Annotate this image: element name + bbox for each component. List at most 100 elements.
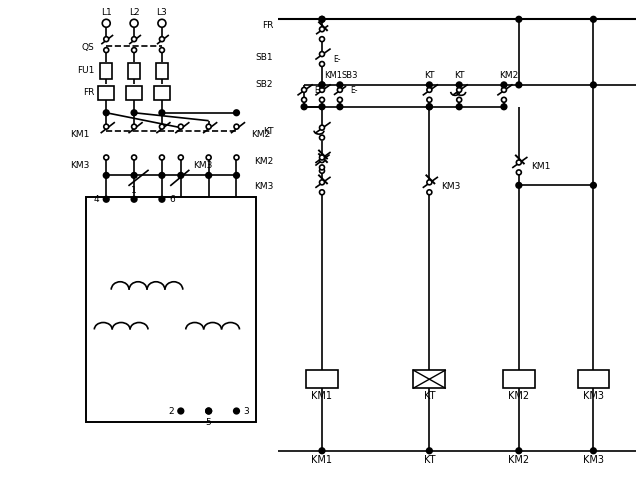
- Circle shape: [234, 155, 239, 160]
- Circle shape: [234, 408, 239, 414]
- Circle shape: [206, 173, 211, 178]
- Circle shape: [178, 408, 184, 414]
- Text: 6: 6: [169, 195, 175, 204]
- Circle shape: [319, 61, 324, 67]
- Bar: [306, 370, 338, 388]
- Bar: [577, 370, 609, 388]
- Circle shape: [178, 173, 184, 178]
- Circle shape: [319, 157, 324, 163]
- Circle shape: [102, 19, 110, 27]
- Circle shape: [591, 82, 596, 88]
- Circle shape: [516, 16, 522, 22]
- Bar: [128, 63, 140, 79]
- Circle shape: [104, 48, 109, 53]
- Text: KM2: KM2: [252, 130, 271, 139]
- Text: KM3: KM3: [583, 391, 604, 401]
- Circle shape: [427, 104, 432, 109]
- Circle shape: [337, 104, 342, 109]
- Circle shape: [337, 97, 342, 102]
- Circle shape: [319, 97, 324, 102]
- Text: FU1: FU1: [77, 67, 94, 75]
- Circle shape: [234, 124, 239, 129]
- Text: L3: L3: [157, 8, 167, 17]
- Circle shape: [319, 168, 324, 173]
- Circle shape: [319, 155, 324, 160]
- Text: KT: KT: [424, 391, 435, 401]
- Circle shape: [104, 196, 109, 202]
- Circle shape: [319, 27, 324, 32]
- Text: KM3: KM3: [193, 161, 212, 170]
- Circle shape: [158, 19, 166, 27]
- Text: E-: E-: [333, 55, 340, 63]
- Text: FR: FR: [83, 88, 94, 97]
- Circle shape: [457, 87, 461, 92]
- Circle shape: [131, 110, 137, 116]
- Circle shape: [337, 82, 342, 88]
- Text: E-: E-: [314, 86, 321, 96]
- Text: KM2: KM2: [254, 157, 273, 166]
- Circle shape: [319, 104, 324, 109]
- Bar: [99, 86, 114, 100]
- Text: L1: L1: [101, 8, 111, 17]
- Text: KT: KT: [424, 455, 435, 465]
- Text: KM1: KM1: [312, 391, 333, 401]
- Circle shape: [104, 124, 109, 129]
- Text: KM1: KM1: [324, 72, 342, 81]
- Text: KT: KT: [454, 72, 465, 81]
- Circle shape: [502, 87, 506, 92]
- Circle shape: [104, 36, 109, 42]
- Circle shape: [456, 104, 462, 109]
- Text: 1: 1: [131, 186, 137, 195]
- Bar: [86, 197, 257, 422]
- Bar: [503, 370, 535, 388]
- Text: E-: E-: [350, 86, 357, 96]
- Circle shape: [516, 82, 522, 88]
- Bar: [413, 370, 445, 388]
- Bar: [156, 63, 168, 79]
- Circle shape: [319, 82, 324, 88]
- Circle shape: [206, 124, 211, 129]
- Circle shape: [234, 173, 239, 178]
- Circle shape: [319, 180, 324, 185]
- Circle shape: [104, 155, 109, 160]
- Circle shape: [131, 196, 137, 202]
- Bar: [154, 86, 170, 100]
- Circle shape: [159, 173, 164, 178]
- Circle shape: [427, 180, 432, 185]
- Circle shape: [337, 87, 342, 92]
- Circle shape: [591, 16, 596, 22]
- Circle shape: [206, 408, 211, 414]
- Circle shape: [427, 87, 432, 92]
- Text: FR: FR: [262, 21, 273, 30]
- Circle shape: [319, 36, 324, 42]
- Circle shape: [427, 97, 432, 102]
- Circle shape: [179, 155, 183, 160]
- Circle shape: [516, 170, 522, 175]
- Circle shape: [159, 36, 164, 42]
- Circle shape: [301, 104, 307, 109]
- Circle shape: [501, 104, 507, 109]
- Circle shape: [591, 182, 596, 188]
- Text: SB3: SB3: [342, 72, 358, 81]
- Text: KM3: KM3: [442, 182, 461, 191]
- Circle shape: [516, 448, 522, 454]
- Text: KM3: KM3: [583, 455, 604, 465]
- Circle shape: [234, 110, 239, 116]
- Text: 4: 4: [93, 195, 99, 204]
- Bar: [100, 63, 112, 79]
- Circle shape: [159, 196, 164, 202]
- Circle shape: [456, 82, 462, 88]
- Circle shape: [319, 190, 324, 195]
- Circle shape: [132, 36, 136, 42]
- Circle shape: [206, 408, 211, 414]
- Text: 5: 5: [206, 419, 212, 427]
- Circle shape: [319, 135, 324, 140]
- Text: SB1: SB1: [255, 53, 273, 61]
- Text: L2: L2: [129, 8, 140, 17]
- Circle shape: [104, 173, 109, 178]
- Circle shape: [159, 124, 164, 129]
- Circle shape: [179, 124, 183, 129]
- Circle shape: [130, 19, 138, 27]
- Circle shape: [591, 448, 596, 454]
- Text: 3: 3: [244, 407, 250, 416]
